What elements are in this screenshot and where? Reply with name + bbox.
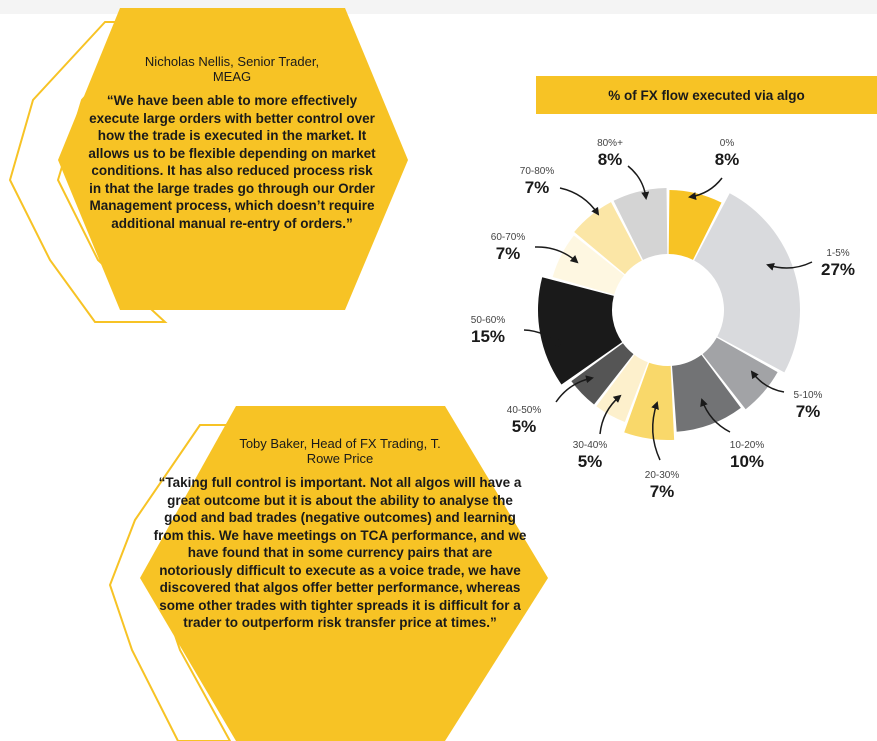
slice-label: 30-40% 5% [555,440,625,472]
slice-category-label: 0% [719,138,735,149]
slice-label: 70-80% 7% [502,166,572,198]
slice-category-label: 70-80% [519,166,555,177]
slice-category-label: 30-40% [572,440,608,451]
slice-label: 1-5% 27% [803,248,873,280]
slice-value-label: 7% [524,178,550,197]
slice-value-label: 7% [795,402,821,421]
hexagon-2 [140,406,548,741]
quote-text: “We have been able to more effectively e… [88,93,376,231]
slice-category-label: 20-30% [644,470,680,481]
slice-label: 20-30% 7% [627,470,697,502]
slice-value-label: 8% [597,150,623,169]
quote-author: Nicholas Nellis, Senior Trader, MEAG [144,54,320,84]
slice-category-label: 80%+ [597,138,623,149]
slice-category-label: 10-20% [729,440,765,451]
slice-label: 5-10% 7% [773,390,843,422]
chart-title: % of FX flow executed via algo [536,76,877,114]
slice-value-label: 7% [495,244,521,263]
slice-value-label: 8% [714,150,740,169]
slice-label: 50-60% 15% [453,315,523,347]
slice-value-label: 5% [577,452,603,471]
slice-value-label: 5% [511,417,537,436]
slice-label: 80%+ 8% [575,138,645,170]
slice-value-label: 7% [649,482,675,501]
hexagon-1 [58,8,408,310]
slice-category-label: 50-60% [470,315,506,326]
slice-label: 10-20% 10% [712,440,782,472]
slice-category-label: 5-10% [793,390,823,401]
slice-label: 40-50% 5% [489,405,559,437]
quote-baker: Toby Baker, Head of FX Trading, T. Rowe … [152,436,528,632]
slice-value-label: 15% [470,327,506,346]
quote-nellis: Nicholas Nellis, Senior Trader, MEAG “We… [84,54,380,232]
slice-label: 0% 8% [692,138,762,170]
slice-category-label: 60-70% [490,232,526,243]
slice-category-label: 40-50% [506,405,542,416]
quote-author: Toby Baker, Head of FX Trading, T. Rowe … [239,436,441,466]
slice-value-label: 10% [729,452,765,471]
slice-value-label: 27% [820,260,856,279]
quote-text: “Taking full control is important. Not a… [153,475,527,630]
slice-label: 60-70% 7% [473,232,543,264]
slice-category-label: 1-5% [826,248,850,259]
